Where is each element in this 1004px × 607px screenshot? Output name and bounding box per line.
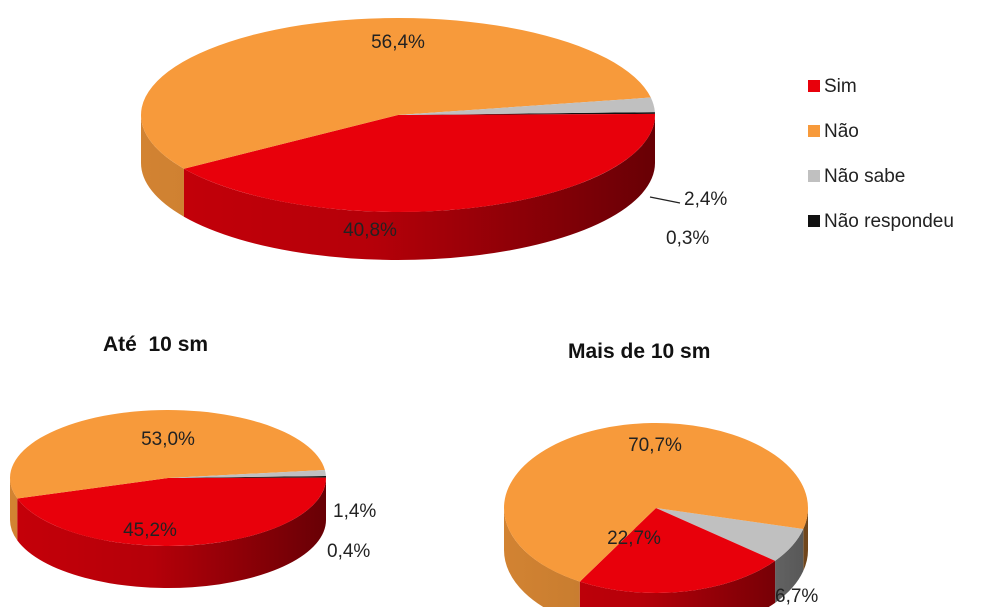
- slice-side-nao-sabe: [775, 529, 804, 603]
- legend-swatch-nao-sabe: [808, 170, 820, 182]
- chart-title-mais-de-10-sm: Mais de 10 sm: [568, 340, 710, 363]
- legend-swatch-sim: [808, 80, 820, 92]
- slice-label-nao-sabe: 2,4%: [684, 189, 727, 210]
- legend-label-sim: Sim: [824, 76, 857, 97]
- slice-nao-respondeu: [398, 112, 655, 115]
- slice-label-nao-sabe: 6,7%: [775, 586, 818, 607]
- legend-swatch-nao-respondeu: [808, 215, 820, 227]
- slice-sim: [17, 477, 326, 547]
- legend-swatch-nao: [808, 125, 820, 137]
- slice-nao-sabe: [168, 469, 326, 478]
- pie-chart-overall: [141, 17, 655, 260]
- slice-nao: [503, 423, 808, 582]
- slice-side-nao: [141, 115, 184, 217]
- slice-side-sim: [183, 115, 655, 260]
- pie-chart-mais-de-10-sm-labels: 70,7% 22,7% 6,7%: [607, 435, 818, 607]
- legend-label-nao: Não: [824, 121, 859, 142]
- pie-chart-ate-10-sm-labels: 53,0% 45,2% 1,4% 0,4%: [123, 429, 376, 562]
- slice-nao: [10, 409, 325, 499]
- slice-side-sim: [579, 560, 776, 607]
- slice-label-nao-sabe: 1,4%: [333, 501, 376, 522]
- slice-label-nao-respondeu: 0,3%: [666, 228, 709, 249]
- slice-label-sim: 22,7%: [607, 528, 661, 549]
- chart-title-ate-10-sm: Até 10 sm: [103, 333, 208, 356]
- slice-nao-respondeu: [168, 475, 326, 478]
- slice-nao-sabe: [656, 508, 804, 561]
- leader-line-nao-sabe: [649, 196, 681, 204]
- slice-label-nao-respondeu: 0,4%: [327, 541, 370, 562]
- slice-side-sim: [17, 478, 326, 588]
- slice-label-sim: 45,2%: [123, 520, 177, 541]
- slice-nao-sabe: [398, 97, 655, 115]
- legend-label-nao-sabe: Não sabe: [824, 166, 905, 187]
- pie-chart-overall-labels: 56,4% 40,8% 2,4% 0,3%: [343, 32, 727, 249]
- slice-sim: [579, 508, 776, 593]
- slice-side-nao: [504, 508, 580, 607]
- slice-sim: [183, 113, 655, 212]
- pie-chart-mais-de-10-sm: [503, 423, 808, 607]
- slice-side-nao: [10, 478, 18, 541]
- slice-label-nao: 56,4%: [371, 32, 425, 53]
- slice-label-nao: 70,7%: [628, 435, 682, 456]
- legend-label-nao-respondeu: Não respondeu: [824, 211, 954, 232]
- legend: Sim Não Não sabe Não respondeu: [808, 76, 954, 232]
- slice-label-sim: 40,8%: [343, 220, 397, 241]
- pie-chart-ate-10-sm: [10, 409, 326, 588]
- slice-side-nao: [803, 508, 808, 572]
- slice-label-nao: 53,0%: [141, 429, 195, 450]
- slice-nao: [141, 17, 651, 169]
